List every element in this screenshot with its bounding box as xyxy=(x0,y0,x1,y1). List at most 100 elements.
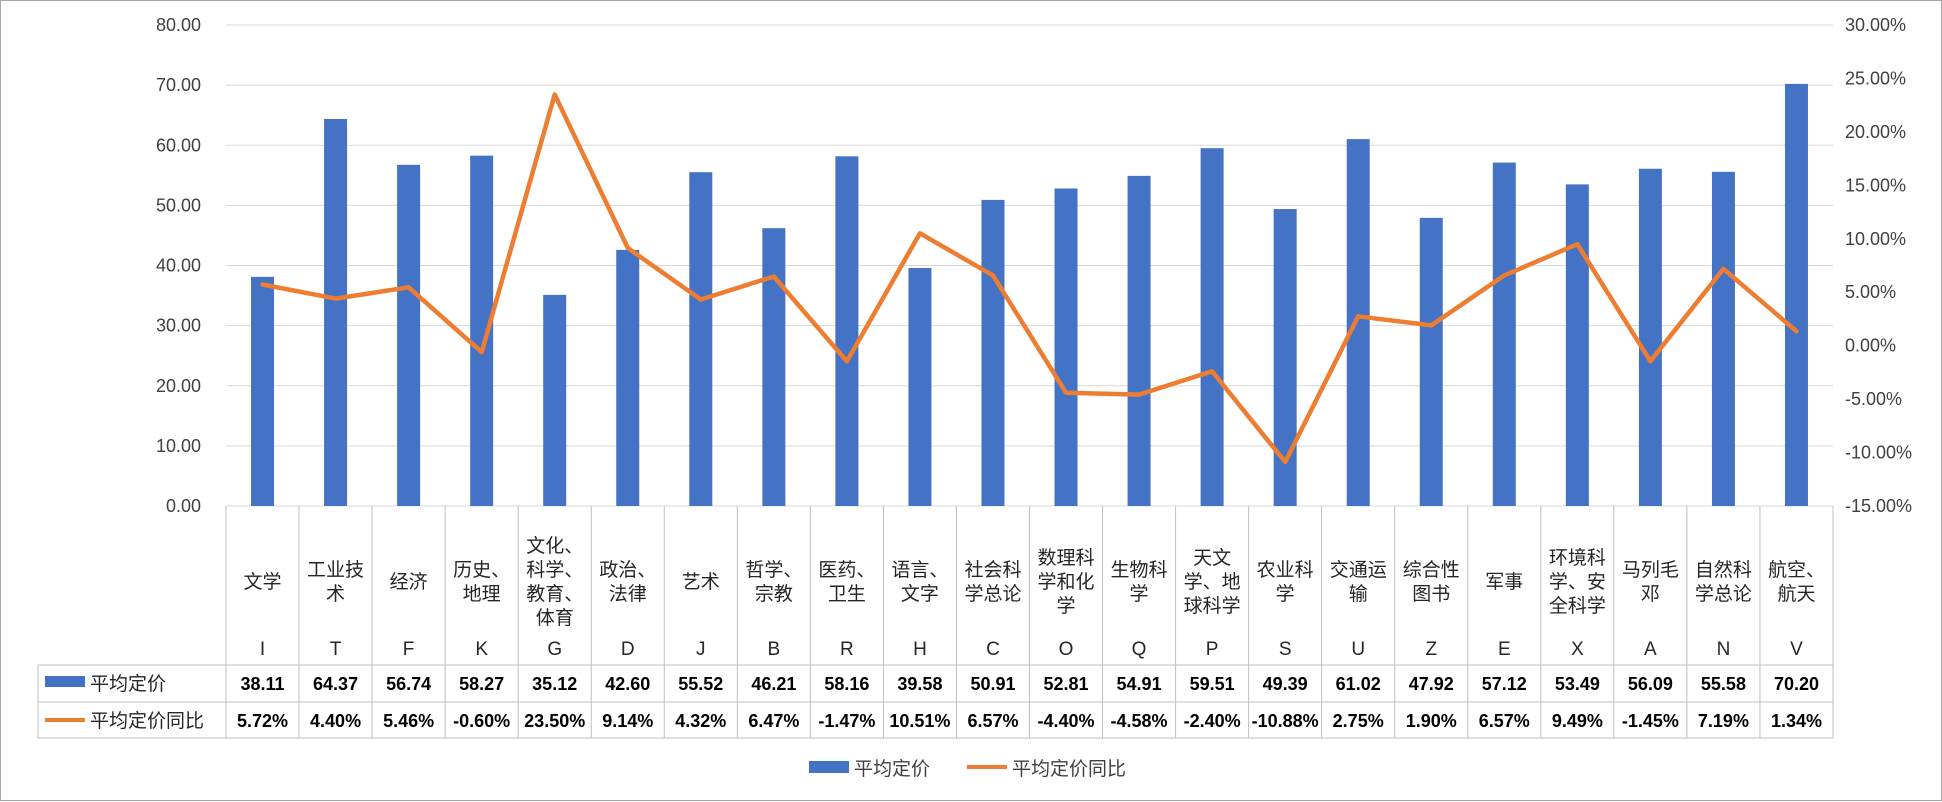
category-code: O xyxy=(1059,639,1074,660)
category-label: 社会科 xyxy=(964,559,1021,581)
bar xyxy=(397,165,420,506)
category-label: 哲学、 xyxy=(745,559,802,581)
bar xyxy=(616,250,639,506)
category-label: 艺术 xyxy=(682,571,720,593)
category-label: 输 xyxy=(1349,583,1368,605)
category-label: 体育 xyxy=(536,607,574,629)
category-code: X xyxy=(1571,639,1584,660)
line-value-cell: 4.40% xyxy=(310,711,361,731)
line-value-cell: -10.88% xyxy=(1252,711,1319,731)
bar-value-cell: 61.02 xyxy=(1336,674,1381,694)
left-tick-label: 40.00 xyxy=(156,256,201,276)
category-label: 教育、 xyxy=(526,583,583,605)
line-value-cell: 6.47% xyxy=(748,711,799,731)
legend-bar-swatch xyxy=(809,761,849,773)
category-code: K xyxy=(475,639,488,660)
category-label: 术 xyxy=(326,583,345,605)
category-label: 工业技 xyxy=(307,559,364,581)
line-value-cell: 10.51% xyxy=(889,711,950,731)
right-tick-label: 15.00% xyxy=(1845,175,1906,195)
category-label: 法律 xyxy=(609,583,647,605)
line-value-cell: 1.90% xyxy=(1406,711,1457,731)
right-tick-label: 25.00% xyxy=(1845,68,1906,88)
category-label: 历史、 xyxy=(453,559,510,581)
bar-value-cell: 38.11 xyxy=(240,674,284,694)
category-code: V xyxy=(1790,639,1803,660)
category-label: 自然科 xyxy=(1695,559,1752,581)
line-value-cell: -4.58% xyxy=(1111,711,1168,731)
category-label: 学总论 xyxy=(964,583,1021,605)
category-label: 文字 xyxy=(901,583,939,605)
bar-legend-key xyxy=(45,676,85,687)
category-label: 图书 xyxy=(1412,583,1450,605)
bar xyxy=(835,156,858,506)
right-tick-label: 0.00% xyxy=(1845,336,1896,356)
category-label: 数理科 xyxy=(1038,547,1095,569)
row-label-line: 平均定价同比 xyxy=(90,710,204,732)
category-label: 航天 xyxy=(1777,583,1815,605)
left-tick-label: 60.00 xyxy=(156,135,201,155)
right-tick-label: -15.00% xyxy=(1845,496,1912,516)
bar-value-cell: 52.81 xyxy=(1043,674,1088,694)
category-label: 农业科 xyxy=(1257,559,1314,581)
category-code: R xyxy=(840,639,854,660)
bar xyxy=(1639,169,1662,506)
line-value-cell: -0.60% xyxy=(453,711,510,731)
left-tick-label: 20.00 xyxy=(156,376,201,396)
bar xyxy=(908,268,931,506)
bar-value-cell: 55.52 xyxy=(678,674,723,694)
category-code: G xyxy=(547,639,562,660)
bar xyxy=(251,277,274,506)
bar xyxy=(1128,176,1151,506)
line-value-cell: 4.32% xyxy=(675,711,726,731)
category-code: C xyxy=(986,639,1000,660)
line-value-cell: -1.47% xyxy=(818,711,875,731)
bar xyxy=(324,119,347,506)
category-label: 全科学 xyxy=(1549,595,1606,617)
line-value-cell: 5.46% xyxy=(383,711,434,731)
right-axis-ticks: -15.00%-10.00%-5.00%0.00%5.00%10.00%15.0… xyxy=(1845,15,1912,516)
category-label: 综合性 xyxy=(1403,559,1460,581)
bar xyxy=(1566,184,1589,506)
data-table: 文学I工业技术T经济F历史、地理K文化、科学、教育、体育G政治、法律D艺术J哲学… xyxy=(38,506,1833,738)
category-code: E xyxy=(1498,639,1511,660)
category-label: 邓 xyxy=(1641,583,1660,605)
legend-line-label: 平均定价同比 xyxy=(1012,758,1126,780)
category-label: 学、地 xyxy=(1184,571,1241,593)
category-label: 马列毛 xyxy=(1622,559,1679,581)
category-label: 球科学 xyxy=(1184,595,1241,617)
category-code: F xyxy=(403,639,415,660)
right-tick-label: 20.00% xyxy=(1845,122,1906,142)
line-value-cell: 6.57% xyxy=(1479,711,1530,731)
category-code: T xyxy=(330,639,342,660)
category-label: 环境科 xyxy=(1549,547,1606,569)
line-value-cell: 6.57% xyxy=(967,711,1018,731)
category-label: 文学 xyxy=(244,571,282,593)
legend-bar-label: 平均定价 xyxy=(854,758,930,780)
bar-value-cell: 58.27 xyxy=(459,674,504,694)
right-tick-label: -5.00% xyxy=(1845,389,1902,409)
bar-value-cell: 58.16 xyxy=(824,674,869,694)
category-label: 经济 xyxy=(390,571,428,593)
category-label: 航空、 xyxy=(1768,559,1825,581)
category-code: Z xyxy=(1425,639,1437,660)
category-label: 文化、 xyxy=(526,535,583,557)
left-tick-label: 10.00 xyxy=(156,436,201,456)
bar xyxy=(762,228,785,506)
category-label: 宗教 xyxy=(755,583,793,605)
bar-value-cell: 42.60 xyxy=(605,674,650,694)
category-label: 军事 xyxy=(1485,571,1523,593)
line-value-cell: 7.19% xyxy=(1698,711,1749,731)
category-label: 卫生 xyxy=(828,583,866,605)
line-value-cell: -4.40% xyxy=(1037,711,1094,731)
bar xyxy=(543,295,566,506)
category-label: 交通运 xyxy=(1330,559,1387,581)
category-code: S xyxy=(1279,639,1292,660)
left-tick-label: 0.00 xyxy=(166,496,201,516)
bar-value-cell: 54.91 xyxy=(1117,674,1162,694)
category-code: H xyxy=(913,639,927,660)
bar xyxy=(1493,163,1516,506)
category-code: I xyxy=(260,639,265,660)
bar xyxy=(1712,172,1735,506)
